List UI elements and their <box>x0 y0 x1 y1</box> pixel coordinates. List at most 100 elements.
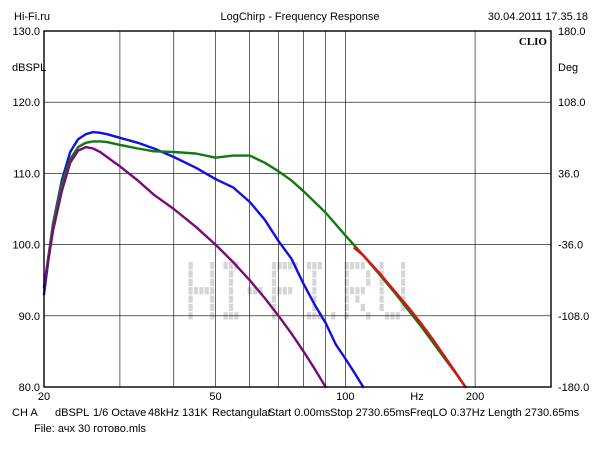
watermark-dot <box>401 303 406 312</box>
watermark-dot <box>355 262 360 270</box>
watermark-dot <box>282 287 287 295</box>
y-right-tick-label: 108.0 <box>558 97 586 109</box>
y-axis-right-label: Deg <box>558 62 578 74</box>
x-tick-label: 100 <box>336 391 354 403</box>
watermark-dot <box>312 287 317 295</box>
watermark-dot <box>379 278 384 286</box>
watermark-dot <box>188 278 193 286</box>
series-line-red <box>353 246 467 389</box>
footer-field: 1/6 Octave <box>93 407 146 419</box>
watermark-dot <box>277 262 282 270</box>
watermark-dot <box>204 287 209 295</box>
y-axis-right: 180.0 108.0 36.0 -36.0 -108.0 -180.0 <box>558 26 589 394</box>
y-right-tick-label: 36.0 <box>558 168 579 180</box>
series-line-purple <box>42 145 327 389</box>
watermark-dot <box>344 295 349 303</box>
y-tick-label: 130.0 <box>12 26 40 38</box>
watermark-dot <box>188 270 193 278</box>
watermark-dot <box>344 278 349 286</box>
watermark-dot <box>223 262 228 270</box>
watermark-dot <box>277 287 282 295</box>
watermark-dot <box>401 295 406 303</box>
watermark-dot <box>360 303 365 312</box>
watermark-dot <box>210 295 215 303</box>
watermark-dot <box>401 270 406 278</box>
y-axis-label: dBSPL <box>12 62 46 74</box>
y-tick-label: 90.0 <box>19 311 40 323</box>
y-tick-label: 110.0 <box>13 168 40 180</box>
watermark-dot <box>312 262 317 270</box>
watermark-dot <box>228 287 234 295</box>
y-right-tick-label: 180.0 <box>558 26 586 38</box>
watermark-dot <box>344 262 349 270</box>
plot-frame <box>43 30 552 388</box>
watermark-dot <box>210 287 215 295</box>
watermark-dot <box>271 303 277 312</box>
footer-field: Rectangular <box>212 407 272 419</box>
watermark-dot <box>210 262 215 270</box>
footer-field: Length 2730.65ms <box>488 407 580 419</box>
watermark-dot <box>401 278 406 286</box>
watermark-dot <box>344 303 349 312</box>
watermark-dot <box>199 287 204 295</box>
watermark-dot <box>344 287 349 295</box>
watermark-dot <box>401 262 406 270</box>
watermark-dot <box>306 262 312 270</box>
y-tick-label: 120.0 <box>12 97 40 109</box>
watermark-dot <box>210 303 215 312</box>
watermark-dot <box>401 287 406 295</box>
watermark-dot <box>288 262 293 270</box>
watermark-dot <box>271 287 277 295</box>
watermark-dot <box>312 303 317 312</box>
watermark-dot <box>355 287 360 295</box>
watermark-dot <box>228 303 234 312</box>
y-axis-left: 130.0 120.0 110.0 100.0 90.0 80.0 <box>12 26 40 394</box>
watermark-dot <box>271 278 277 286</box>
watermark-dot <box>344 270 349 278</box>
watermark-dot <box>379 295 384 303</box>
watermark-dot <box>288 287 293 295</box>
watermark-dot <box>228 270 234 278</box>
grid <box>43 30 552 388</box>
header-date: 30.04.2011 17.35.18 <box>488 11 588 23</box>
watermark-dot <box>271 270 277 278</box>
series-group <box>42 130 467 389</box>
x-tick-label: 20 <box>38 391 50 403</box>
watermark-dot <box>258 287 263 295</box>
watermark-dot <box>210 278 215 286</box>
watermark-dot <box>349 287 355 295</box>
watermark-dot <box>282 262 287 270</box>
x-axis-unit-label: Hz <box>410 391 423 403</box>
footer-file: File: ачх 30 готово.mls <box>34 423 146 435</box>
watermark-dot <box>188 287 193 295</box>
watermark-dot <box>317 262 322 270</box>
watermark-dot <box>379 303 384 312</box>
watermark-dot <box>379 262 384 270</box>
watermark-dot <box>366 278 371 286</box>
footer-field: 48kHz <box>148 407 179 419</box>
clio-logo: CLIO <box>519 36 548 48</box>
watermark-dot <box>188 262 193 270</box>
y-right-tick-label: -108.0 <box>558 311 589 323</box>
watermark-dot <box>312 295 317 303</box>
x-axis: 20 50 100 200 <box>38 391 484 403</box>
watermark-dot <box>228 278 234 286</box>
y-right-tick-label: -180.0 <box>558 382 589 394</box>
footer-field: dBSPL <box>55 407 89 419</box>
watermark-dot <box>228 262 234 270</box>
y-tick-label: 100.0 <box>12 240 40 252</box>
watermark-dot <box>210 270 215 278</box>
watermark-dot <box>271 262 277 270</box>
watermark-dot <box>188 303 193 312</box>
series-line-green <box>42 140 467 389</box>
watermark-dot <box>366 270 371 278</box>
watermark-dot <box>193 287 199 295</box>
watermark-dot <box>253 287 258 295</box>
y-tick-label: 80.0 <box>19 382 40 394</box>
watermark-dot <box>379 287 384 295</box>
footer-field: Stop 2730.65ms <box>330 407 411 419</box>
footer-field: FreqLO 0.37Hz <box>410 407 485 419</box>
x-tick-label: 200 <box>466 391 484 403</box>
watermark-dot <box>228 295 234 303</box>
